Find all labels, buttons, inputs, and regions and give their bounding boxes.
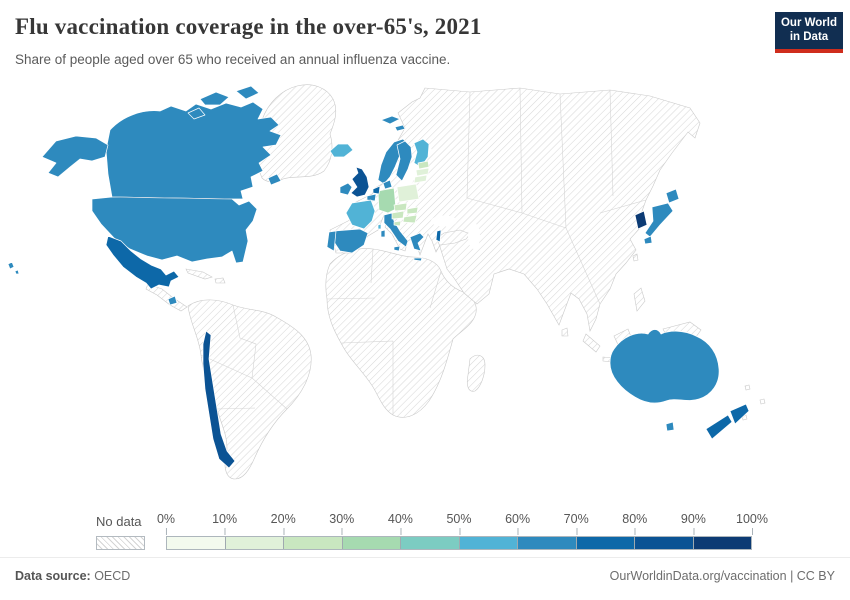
country-ireland[interactable] xyxy=(339,182,353,196)
region-philippines xyxy=(633,287,646,312)
country-germany[interactable] xyxy=(377,187,397,214)
legend-bin-20-30[interactable] xyxy=(284,537,343,549)
owid-logo-line1: Our World xyxy=(780,17,837,30)
country-austria[interactable] xyxy=(391,210,405,220)
legend-no-data-swatch[interactable] xyxy=(96,536,145,550)
country-denmark[interactable] xyxy=(382,179,393,190)
country-canada[interactable] xyxy=(105,85,282,200)
legend-tick: 100% xyxy=(736,512,768,535)
region-central-america xyxy=(145,283,188,312)
country-japan[interactable] xyxy=(643,188,680,245)
region-madagascar xyxy=(466,354,486,392)
country-israel[interactable] xyxy=(435,229,442,243)
country-chile[interactable] xyxy=(202,330,236,469)
legend-bin-30-40[interactable] xyxy=(342,537,401,549)
country-united-states[interactable] xyxy=(7,135,258,275)
country-costa-rica[interactable] xyxy=(167,295,178,306)
legend-color-bar xyxy=(166,536,752,550)
legend-tick: 30% xyxy=(329,512,355,535)
region-greenland xyxy=(256,84,337,183)
legend-bin-40-50[interactable] xyxy=(401,537,460,549)
country-australia[interactable] xyxy=(609,329,720,432)
us-canada-border xyxy=(111,196,233,200)
legend-tick: 90% xyxy=(680,512,706,535)
legend-bin-0-10[interactable] xyxy=(167,537,226,549)
country-iceland[interactable] xyxy=(329,143,354,158)
page-title: Flu vaccination coverage in the over-65'… xyxy=(15,14,482,39)
country-lithuania[interactable] xyxy=(413,174,428,184)
legend-tick: 20% xyxy=(270,512,296,535)
legend-no-data-label: No data xyxy=(96,514,142,529)
owid-logo-accent-bar xyxy=(775,49,843,53)
country-poland[interactable] xyxy=(396,183,420,203)
region-hispaniola xyxy=(214,277,226,284)
no-data-borders xyxy=(200,87,647,415)
country-france[interactable] xyxy=(345,199,382,230)
country-belgium[interactable] xyxy=(366,193,377,202)
data-source-value: OECD xyxy=(90,569,131,583)
country-latvia[interactable] xyxy=(415,167,430,177)
legend-bin-60-70[interactable] xyxy=(518,537,577,549)
country-mexico[interactable] xyxy=(105,235,180,290)
page-subtitle: Share of people aged over 65 who receive… xyxy=(15,52,451,67)
map-legend: No data 0% 10% 20% 30% 40% 50% 60% 70% 8… xyxy=(0,510,850,556)
country-united-kingdom[interactable] xyxy=(350,166,370,198)
country-hungary[interactable] xyxy=(402,214,418,224)
legend-tick: 50% xyxy=(446,512,472,535)
legend-tick-labels: 0% 10% 20% 30% 40% 50% 60% 70% 80% 90% 1… xyxy=(157,512,768,535)
country-portugal[interactable] xyxy=(326,230,337,252)
legend-bin-50-60[interactable] xyxy=(459,537,518,549)
country-czechia[interactable] xyxy=(393,202,408,212)
owid-logo[interactable]: Our World in Data xyxy=(775,12,843,53)
legend-tick: 10% xyxy=(212,512,238,535)
country-sweden[interactable] xyxy=(395,140,413,182)
credit-link[interactable]: OurWorldinData.org/vaccination | CC BY xyxy=(609,569,835,583)
region-cuba xyxy=(185,268,213,280)
legend-tick: 0% xyxy=(156,512,176,535)
data-source: Data source: OECD xyxy=(15,569,130,583)
legend-tick: 40% xyxy=(387,512,413,535)
owid-logo-box: Our World in Data xyxy=(775,12,843,49)
legend-bin-10-20[interactable] xyxy=(225,537,284,549)
country-greece[interactable] xyxy=(409,232,425,262)
region-taiwan xyxy=(632,253,639,262)
country-netherlands[interactable] xyxy=(372,185,381,195)
legend-bin-80-90[interactable] xyxy=(635,537,694,549)
region-sri-lanka xyxy=(561,327,569,337)
country-slovenia[interactable] xyxy=(393,220,402,227)
world-map xyxy=(0,78,850,510)
region-pacific-islands xyxy=(741,384,766,421)
footer: Data source: OECD OurWorldinData.org/vac… xyxy=(0,557,850,600)
country-estonia[interactable] xyxy=(417,160,430,170)
legend-tick: 70% xyxy=(563,512,589,535)
region-sumatra xyxy=(582,333,601,353)
country-new-zealand[interactable] xyxy=(705,403,750,440)
legend-tick: 60% xyxy=(505,512,531,535)
country-south-korea[interactable] xyxy=(634,210,648,230)
legend-bin-70-80[interactable] xyxy=(576,537,635,549)
legend-tick: 80% xyxy=(622,512,648,535)
legend-bin-90-100[interactable] xyxy=(693,537,751,549)
country-slovakia[interactable] xyxy=(406,206,419,215)
owid-logo-line2: in Data xyxy=(789,30,829,43)
data-source-label: Data source: xyxy=(15,569,91,583)
